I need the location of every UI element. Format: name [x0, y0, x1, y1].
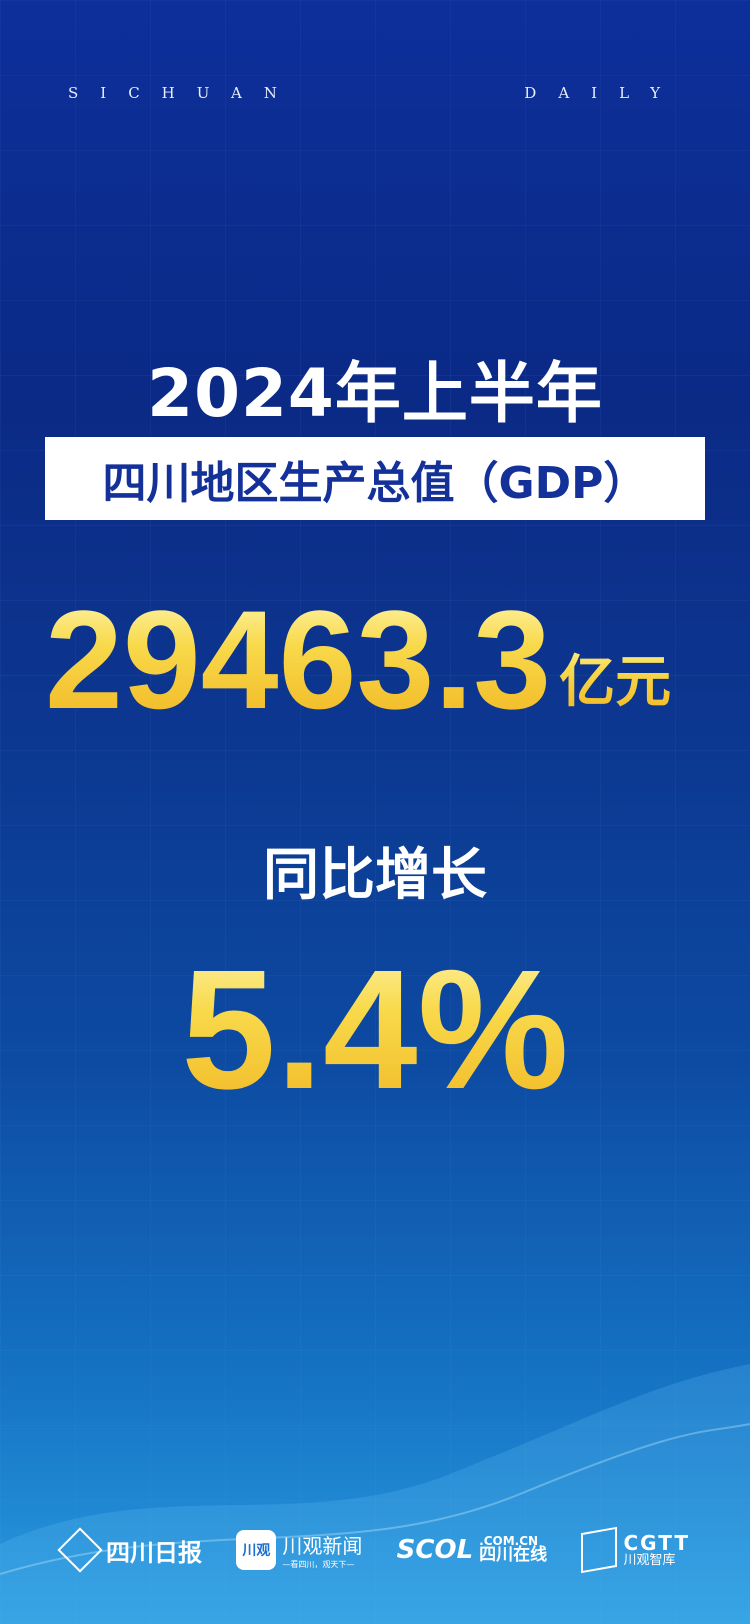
- growth-value-wrap: 5.4%: [0, 945, 750, 1115]
- cgtt-cube-icon: [581, 1526, 618, 1574]
- logo-cgtt: CGTT 川观智库: [581, 1526, 690, 1574]
- masthead-right: DAILY: [524, 84, 682, 102]
- chuanguan-app-icon: 川观: [236, 1530, 277, 1570]
- label-banner: 四川地区生产总值（GDP）: [45, 437, 705, 520]
- gdp-unit: 亿元: [559, 637, 671, 718]
- period-title: 2024年上半年: [147, 355, 603, 432]
- scol-name: 四川在线: [479, 1545, 548, 1566]
- logo-bar: 四川日报 川观 川观新闻 —看四川，观天下— SCOL .COM.CN 四川在线 C…: [57, 1526, 690, 1574]
- growth-value: 5.4%: [181, 935, 569, 1125]
- cgtt-name: 川观智库: [623, 1552, 676, 1568]
- background-wave: [0, 1364, 750, 1624]
- logo-scol: SCOL .COM.CN 四川在线: [397, 1535, 547, 1565]
- scol-mark: SCOL: [396, 1535, 474, 1565]
- logo-chuanguan: 川观 川观新闻 —看四川，观天下—: [236, 1530, 362, 1570]
- masthead-left: SICHUAN: [68, 84, 299, 102]
- masthead: SICHUAN DAILY: [68, 84, 682, 102]
- growth-label: 同比增长: [263, 843, 487, 908]
- chuanguan-name: 川观新闻: [282, 1534, 363, 1558]
- sichuan-daily-text: 四川日报: [106, 1537, 202, 1567]
- logo-sichuan-daily: 四川日报: [57, 1527, 202, 1573]
- sichuan-daily-emblem-icon: [57, 1527, 103, 1573]
- label-text: 四川地区生产总值（GDP）: [102, 457, 648, 509]
- gdp-value: 29463.3: [45, 581, 552, 738]
- chuanguan-slogan: —看四川，观天下—: [282, 1560, 355, 1569]
- cgtt-mark: CGTT: [623, 1530, 690, 1555]
- gdp-figure: 29463.3 亿元: [45, 590, 705, 730]
- scol-domain: .COM.CN: [479, 1533, 539, 1548]
